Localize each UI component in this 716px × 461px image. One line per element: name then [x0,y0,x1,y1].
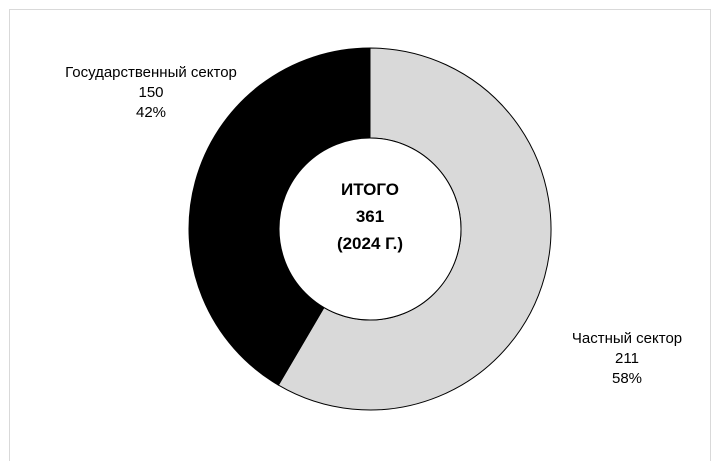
slice-label-government-percent: 42% [136,104,166,121]
slice-label-private-name: Частный сектор [572,330,682,347]
center-title: ИТОГО [341,180,399,199]
center-year: (2024 Г.) [337,234,403,253]
slice-label-government-name: Государственный сектор [65,64,237,81]
slice-label-government-value: 150 [138,84,163,101]
slice-label-private-value: 211 [615,350,639,367]
donut-hole [278,137,462,321]
center-total: 361 [356,207,384,226]
slice-label-private-percent: 58% [612,370,642,387]
